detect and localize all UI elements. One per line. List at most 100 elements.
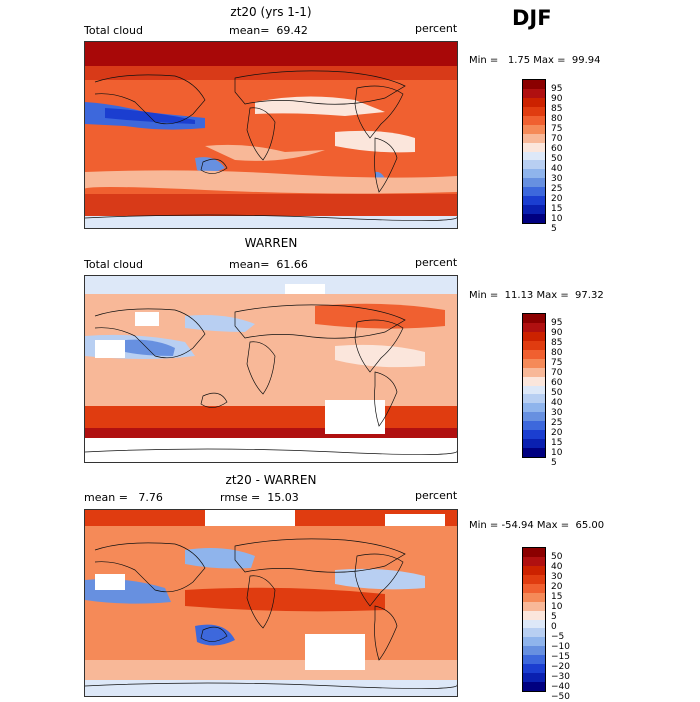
colorbar-label: 60 xyxy=(551,144,563,154)
colorbar-label: 0 xyxy=(551,622,557,632)
colorbar-label: 50 xyxy=(551,388,563,398)
colorbar-label: 40 xyxy=(551,398,563,408)
panel-3-colorbar-labels: 50 40 30 20 15 10 5 0 −5 −10 −15 −20 −30 −40 −50 xyxy=(551,552,570,702)
colorbar-label: −20 xyxy=(551,662,570,672)
colorbar-label: 90 xyxy=(551,328,563,338)
panel-3-mean: mean = 7.76 xyxy=(84,491,163,504)
colorbar-label: 95 xyxy=(551,318,563,328)
colorbar-label: 85 xyxy=(551,104,563,114)
panel-3-rmse: rmse = 15.03 xyxy=(220,491,299,504)
panel-1-variable-label: Total cloud xyxy=(84,24,143,37)
colorbar-label: 5 xyxy=(551,458,557,468)
colorbar-swatch xyxy=(523,682,545,691)
colorbar-label: 20 xyxy=(551,194,563,204)
panel-3-map xyxy=(84,509,458,697)
colorbar-label: 30 xyxy=(551,408,563,418)
colorbar-label: −5 xyxy=(551,632,565,642)
panel-2-colorbar-labels: 95 90 85 80 75 70 60 50 40 30 25 20 15 10 5 xyxy=(551,318,563,468)
colorbar-label: −30 xyxy=(551,672,570,682)
panel-1-units: percent xyxy=(415,22,458,35)
colorbar-label: 80 xyxy=(551,114,563,124)
colorbar-swatch xyxy=(523,403,545,413)
colorbar-label: 20 xyxy=(551,428,563,438)
colorbar-swatch xyxy=(523,80,545,89)
colorbar-swatch xyxy=(523,331,545,341)
colorbar-swatch xyxy=(523,376,545,386)
colorbar-label: 75 xyxy=(551,358,563,368)
panel-2-units: percent xyxy=(415,256,458,269)
colorbar-swatch xyxy=(523,340,545,350)
panel-2-minmax: Min = 11.13 Max = 97.32 xyxy=(469,290,604,301)
colorbar-label: 10 xyxy=(551,214,563,224)
colorbar-swatch xyxy=(523,430,545,440)
colorbar-swatch xyxy=(523,574,545,584)
panel-1-title: zt20 (yrs 1-1) xyxy=(230,5,312,19)
colorbar-label: 75 xyxy=(551,124,563,134)
colorbar-swatch xyxy=(523,601,545,611)
colorbar-swatch xyxy=(523,115,545,125)
colorbar-label: −10 xyxy=(551,642,570,652)
colorbar-swatch xyxy=(523,142,545,152)
colorbar-swatch xyxy=(523,178,545,188)
panel-3-title: zt20 - WARREN xyxy=(225,473,317,487)
panel-2-variable-label: Total cloud xyxy=(84,258,143,271)
colorbar-swatch xyxy=(523,565,545,575)
colorbar-label: −50 xyxy=(551,692,570,702)
colorbar-swatch xyxy=(523,88,545,98)
colorbar-swatch xyxy=(523,187,545,197)
colorbar-swatch xyxy=(523,385,545,395)
colorbar-swatch xyxy=(523,160,545,170)
panel-2-mean: mean= 61.66 xyxy=(229,258,308,271)
colorbar-label: 60 xyxy=(551,378,563,388)
colorbar-swatch xyxy=(523,412,545,422)
colorbar-swatch xyxy=(523,196,545,206)
colorbar-swatch xyxy=(523,106,545,116)
colorbar-label: 20 xyxy=(551,582,563,592)
colorbar-swatch xyxy=(523,628,545,638)
colorbar-swatch xyxy=(523,394,545,404)
colorbar-swatch xyxy=(523,556,545,566)
colorbar-label: 30 xyxy=(551,572,563,582)
panel-3-colorbar xyxy=(522,547,546,692)
colorbar-label: 10 xyxy=(551,448,563,458)
colorbar-swatch xyxy=(523,314,545,323)
colorbar-swatch xyxy=(523,169,545,179)
panel-1-colorbar-labels: 95 90 85 80 75 70 60 50 40 30 25 20 15 10 5 xyxy=(551,84,563,234)
colorbar-swatch xyxy=(523,349,545,359)
colorbar-swatch xyxy=(523,358,545,368)
colorbar-swatch xyxy=(523,205,545,215)
panel-2-map xyxy=(84,275,458,463)
colorbar-label: 50 xyxy=(551,154,563,164)
colorbar-swatch xyxy=(523,421,545,431)
panel-2-title: WARREN xyxy=(244,236,298,250)
colorbar-label: 15 xyxy=(551,204,563,214)
colorbar-swatch xyxy=(523,448,545,457)
panel-2-colorbar xyxy=(522,313,546,458)
colorbar-label: 80 xyxy=(551,348,563,358)
panel-1-map xyxy=(84,41,458,229)
colorbar-swatch xyxy=(523,610,545,620)
colorbar-label: 50 xyxy=(551,552,563,562)
panel-1-colorbar xyxy=(522,79,546,224)
colorbar-swatch xyxy=(523,664,545,674)
colorbar-label: 70 xyxy=(551,134,563,144)
colorbar-label: 70 xyxy=(551,368,563,378)
colorbar-label: 5 xyxy=(551,612,557,622)
colorbar-label: 95 xyxy=(551,84,563,94)
colorbar-swatch xyxy=(523,367,545,377)
colorbar-label: 25 xyxy=(551,418,563,428)
colorbar-label: 15 xyxy=(551,438,563,448)
colorbar-swatch xyxy=(523,124,545,134)
panel-3-units: percent xyxy=(415,489,458,502)
colorbar-swatch xyxy=(523,583,545,593)
colorbar-swatch xyxy=(523,214,545,223)
colorbar-label: 40 xyxy=(551,164,563,174)
colorbar-label: 30 xyxy=(551,174,563,184)
colorbar-label: 5 xyxy=(551,224,557,234)
season-label: DJF xyxy=(512,6,552,30)
colorbar-label: −40 xyxy=(551,682,570,692)
colorbar-label: 90 xyxy=(551,94,563,104)
colorbar-swatch xyxy=(523,673,545,683)
colorbar-swatch xyxy=(523,97,545,107)
colorbar-swatch xyxy=(523,592,545,602)
